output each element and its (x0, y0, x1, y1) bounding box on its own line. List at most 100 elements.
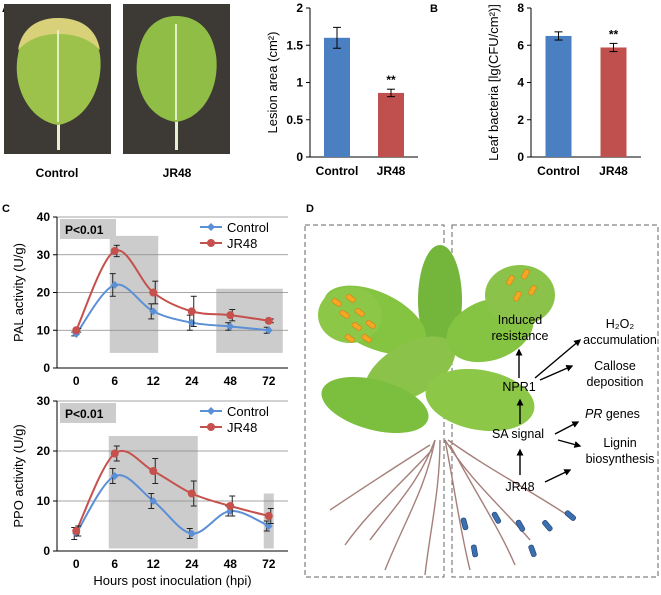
pal-xtick-label: 6 (111, 374, 118, 388)
label-h2o2-1: H₂O₂ (606, 317, 635, 331)
diagram-panel-d: Induced resistance H₂O₂ accumulation Cal… (304, 224, 659, 578)
pal-point-jr48 (226, 311, 235, 320)
pal-xtick-label: 12 (147, 374, 161, 388)
photo-jr48 (123, 4, 230, 154)
pal-significance-box (60, 219, 116, 239)
label-lignin-1: Lignin (603, 436, 636, 450)
bacteria-bar (545, 35, 572, 157)
pal-point-jr48 (149, 288, 158, 297)
lesion-ytick-label: 0.5 (286, 113, 303, 127)
ppo-point-control (110, 472, 119, 480)
pal-ylabel: PAL activity (U/g) (11, 243, 26, 342)
ppo-xlabel: Hours post inoculation (hpi) (93, 573, 251, 588)
label-sa-signal: SA signal (492, 427, 544, 441)
ppo-ytick-label: 0 (43, 544, 50, 558)
lesion-bar (324, 37, 350, 157)
pal-legend-label: Control (227, 220, 269, 235)
ppo-point-control (149, 497, 158, 505)
label-h2o2-2: accumulation (583, 333, 657, 347)
ppo-xtick-label: 12 (147, 557, 161, 571)
label-jr48: JR48 (505, 480, 534, 494)
ppo-ytick-label: 20 (37, 444, 51, 458)
pal-point-control (187, 318, 196, 327)
ppo-xtick-label: 0 (73, 557, 80, 571)
label-induced-2: resistance (492, 329, 549, 343)
bacteria-significance: ** (609, 27, 619, 41)
signal-arrows (515, 339, 582, 483)
ppo-ylabel: PPO activity (U/g) (11, 424, 26, 527)
lesion-significance: ** (386, 73, 396, 87)
bacteria-ytick-label: 6 (517, 38, 524, 52)
pal-significance: P<0.01 (65, 223, 104, 237)
ppo-point-jr48 (72, 527, 81, 535)
ppo-xtick-label: 72 (262, 557, 276, 571)
photo-control (4, 4, 111, 154)
pal-xtick-label: 0 (73, 374, 80, 388)
lesion-ytick-label: 0 (296, 150, 303, 164)
roots (329, 439, 576, 576)
pal-xtick-label: 72 (262, 374, 276, 388)
pal-point-control (226, 322, 235, 331)
label-callose-2: deposition (587, 375, 644, 389)
ppo-significance: P<0.01 (65, 407, 104, 421)
lesion-bar (378, 92, 404, 157)
caption-control: Control (36, 166, 79, 180)
pal-point-control (149, 307, 158, 316)
chart-leaf-bacteria: 0 2 4 6 8 Control JR48 ** Leaf bacteria [lg(CFU/… (486, 1, 641, 178)
bacteria-ylabel: Leaf bacteria [lg(CFU/cm²)] (486, 4, 501, 161)
pal-legend-marker (207, 239, 215, 247)
bacteria-bar (600, 47, 627, 157)
panel-label-c: C (2, 203, 10, 215)
ppo-ytick-label: 30 (37, 394, 51, 408)
label-pr-genes: PR genes (585, 407, 640, 421)
lesion-ytick-label: 1.5 (286, 38, 303, 52)
bacteria-category-label: JR48 (599, 164, 628, 178)
ppo-significance-box (60, 403, 116, 423)
pal-shaded-region (216, 288, 283, 353)
bacteria-category-label: Control (537, 164, 580, 178)
ppo-xtick-label: 6 (111, 557, 118, 571)
pal-ytick-label: 0 (43, 361, 50, 375)
plant-leaves (318, 245, 555, 434)
ppo-xtick-label: 48 (224, 557, 238, 571)
pal-xtick-label: 24 (185, 374, 199, 388)
pal-point-jr48 (110, 246, 119, 255)
bacteria-ytick-label: 0 (517, 150, 524, 164)
pal-point-jr48 (187, 307, 196, 316)
pal-ytick-label: 10 (37, 323, 51, 337)
label-npr1: NPR1 (502, 380, 535, 394)
pal-point-jr48 (72, 326, 81, 335)
ppo-legend-marker (207, 407, 215, 415)
chart-lesion-area: 0 0.5 1 1.5 2 Control JR48 ** Lesion area (cm²) (265, 1, 418, 178)
rhizobacteria (460, 510, 577, 558)
bacteria-ytick-label: 8 (517, 1, 524, 15)
label-lignin-2: biosynthesis (586, 452, 655, 466)
bacteria-ytick-label: 2 (517, 113, 524, 127)
lesion-ytick-label: 1 (296, 76, 303, 90)
pal-ytick-label: 40 (37, 210, 51, 224)
ppo-point-control (187, 529, 196, 538)
ppo-legend-marker (207, 423, 215, 431)
caption-jr48: JR48 (163, 166, 192, 180)
lesion-category-label: Control (316, 164, 359, 178)
label-induced-1: Induced (498, 313, 543, 327)
pal-legend-marker (207, 223, 215, 231)
ppo-xtick-label: 24 (185, 557, 199, 571)
pathogen-spots (331, 269, 537, 343)
ppo-point-jr48 (110, 449, 119, 458)
lesion-ylabel: Lesion area (cm²) (265, 32, 280, 134)
ppo-point-jr48 (264, 512, 273, 520)
label-callose-1: Callose (594, 359, 636, 373)
ppo-point-jr48 (187, 489, 196, 498)
pal-ytick-label: 20 (37, 286, 51, 300)
ppo-point-jr48 (226, 502, 235, 510)
panel-label-d: D (306, 203, 314, 215)
ppo-point-jr48 (149, 467, 158, 475)
ppo-legend-label: JR48 (227, 420, 257, 435)
bacteria-ytick-label: 4 (517, 76, 524, 90)
panel-label-b: B (430, 3, 438, 15)
lesion-category-label: JR48 (377, 164, 406, 178)
ppo-legend-label: Control (227, 404, 269, 419)
